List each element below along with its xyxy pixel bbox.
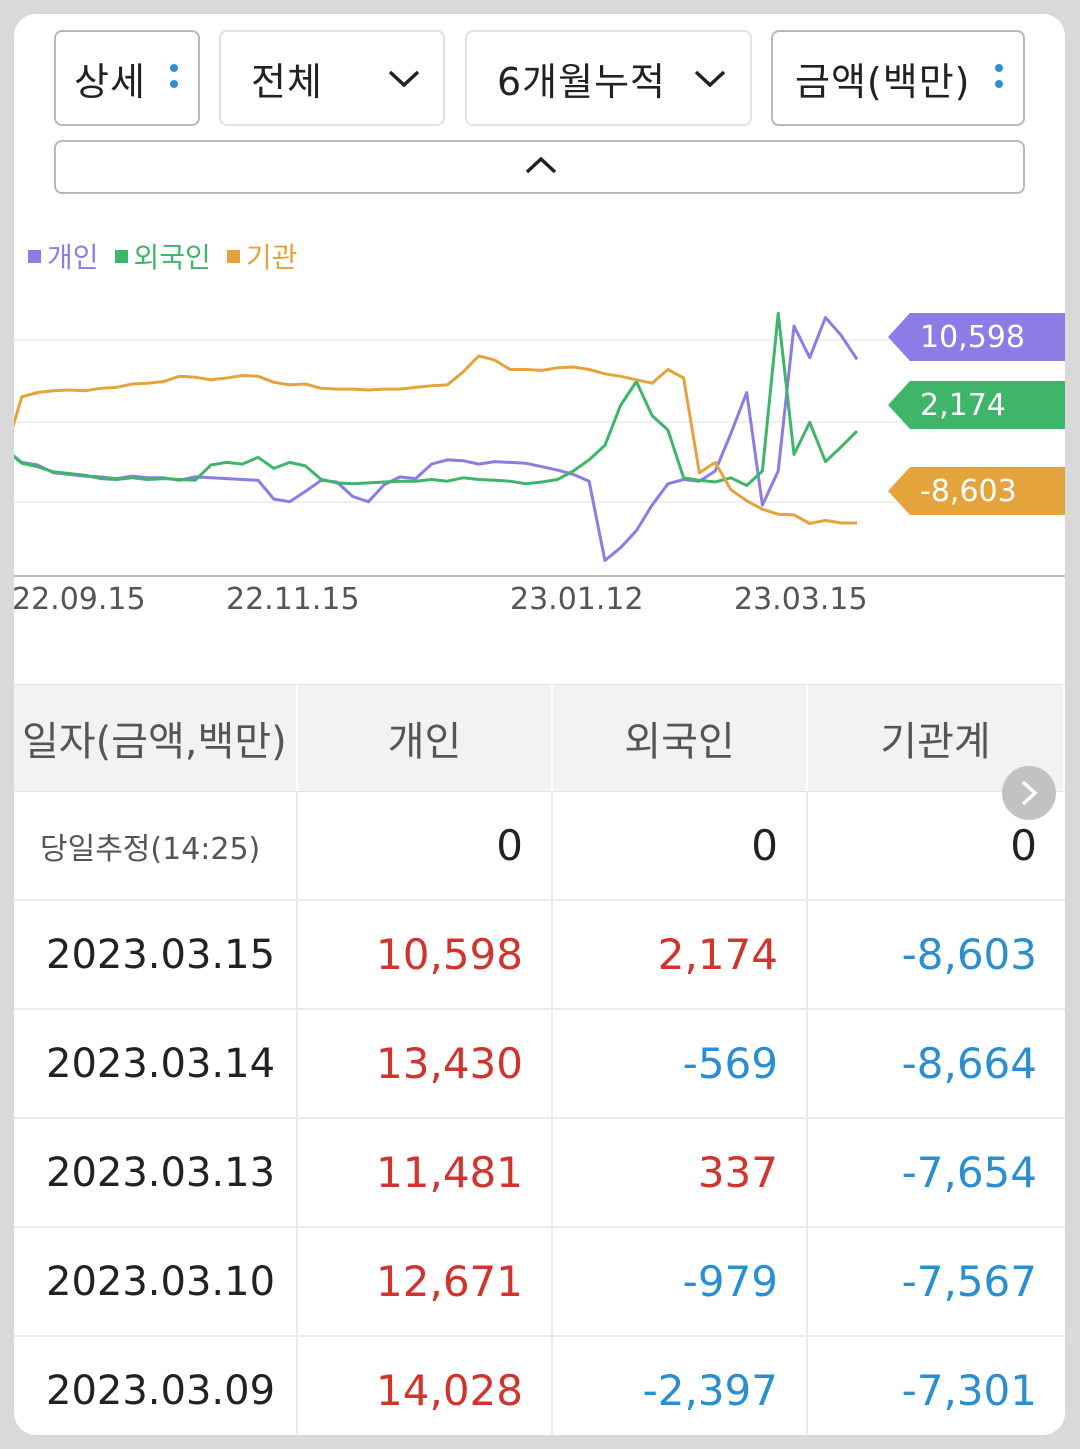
date-cell: 2023.03.13	[14, 1119, 298, 1226]
table-row[interactable]: 2023.03.15 10,598 2,174 -8,603	[14, 901, 1065, 1010]
table-row[interactable]: 2023.03.09 14,028 -2,397 -7,301	[14, 1337, 1065, 1435]
institution-cell: -7,301	[901, 1366, 1037, 1415]
individual-end-label: 10,598	[888, 313, 1065, 361]
foreign-cell: 2,174	[553, 901, 808, 1008]
collapse-filters-button[interactable]	[54, 140, 1025, 194]
more-options-icon	[170, 56, 178, 96]
institution-cell: 0	[1010, 821, 1037, 870]
investor-trading-table: 일자(금액,백만) 개인 외국인 기관계 당일추정(14:25) 0 0 0 2023.…	[14, 684, 1065, 1435]
date-cell: 당일추정(14:25)	[14, 792, 298, 899]
legend-swatch	[114, 249, 128, 263]
institution-cell: -8,664	[901, 1039, 1037, 1088]
table-row[interactable]: 2023.03.10 12,671 -979 -7,567	[14, 1228, 1065, 1337]
foreign-cell: 0	[553, 792, 808, 899]
column-header-institution: 기관계	[808, 685, 1065, 791]
table-row[interactable]: 당일추정(14:25) 0 0 0	[14, 792, 1065, 901]
table-body: 당일추정(14:25) 0 0 0 2023.03.15 10,598 2,174 -8,60…	[14, 792, 1065, 1435]
date-cell: 2023.03.10	[14, 1228, 298, 1335]
period-dropdown[interactable]: 6개월누적	[465, 30, 752, 126]
scroll-right-button[interactable]	[1002, 766, 1056, 820]
series-line-0	[14, 316, 859, 562]
table-row[interactable]: 2023.03.14 13,430 -569 -8,664	[14, 1010, 1065, 1119]
foreign-cell: -569	[553, 1010, 808, 1117]
more-options-icon	[995, 56, 1003, 96]
chart-legend: 개인 외국인 기관	[28, 236, 297, 276]
series-line-1	[14, 311, 859, 487]
investor-line-chart[interactable]: 10,598 2,174 -8,603	[14, 284, 1065, 644]
legend-swatch	[226, 249, 240, 263]
x-tick-label: 23.01.12	[510, 582, 644, 617]
foreign-end-label: 2,174	[888, 381, 1065, 429]
detail-selector-label: 상세	[74, 59, 146, 104]
column-header-foreign: 외국인	[553, 685, 808, 791]
legend-label: 기관	[245, 241, 298, 274]
foreign-cell: 337	[553, 1119, 808, 1226]
chevron-up-icon	[525, 156, 557, 174]
date-cell: 2023.03.14	[14, 1010, 298, 1117]
date-cell: 2023.03.15	[14, 901, 298, 1008]
chart-plot-area	[14, 311, 1065, 577]
column-header-date: 일자(금액,백만)	[14, 685, 298, 791]
legend-item-foreign: 외국인	[114, 236, 211, 276]
x-tick-label: 22.09.15	[14, 582, 146, 617]
chevron-down-icon	[388, 70, 420, 88]
column-header-individual: 개인	[298, 685, 553, 791]
chevron-down-icon	[694, 70, 726, 88]
table-row[interactable]: 2023.03.13 11,481 337 -7,654	[14, 1119, 1065, 1228]
legend-label: 외국인	[133, 241, 211, 274]
individual-cell: 0	[298, 792, 553, 899]
institution-cell: -8,603	[901, 930, 1037, 979]
institution-end-label: -8,603	[888, 467, 1065, 515]
individual-cell: 10,598	[298, 901, 553, 1008]
legend-item-institution: 기관	[226, 236, 298, 276]
individual-cell: 11,481	[298, 1119, 553, 1226]
unit-selector-label: 금액(백만)	[795, 59, 971, 104]
scope-dropdown-label: 전체	[251, 59, 323, 104]
foreign-cell: -2,397	[553, 1337, 808, 1435]
legend-swatch	[28, 249, 41, 263]
chevron-right-icon	[1021, 780, 1038, 806]
x-tick-label: 23.03.15	[734, 582, 868, 617]
date-cell: 2023.03.09	[14, 1337, 298, 1435]
unit-selector[interactable]: 금액(백만)	[771, 30, 1025, 126]
series-line-2	[14, 354, 857, 525]
period-dropdown-label: 6개월누적	[497, 59, 667, 104]
individual-cell: 12,671	[298, 1228, 553, 1335]
legend-item-individual: 개인	[28, 236, 99, 276]
institution-cell: -7,654	[901, 1148, 1037, 1197]
x-tick-label: 22.11.15	[226, 582, 360, 617]
individual-cell: 14,028	[298, 1337, 553, 1435]
foreign-cell: -979	[553, 1228, 808, 1335]
institution-cell: -7,567	[901, 1257, 1037, 1306]
individual-cell: 13,430	[298, 1010, 553, 1117]
detail-selector[interactable]: 상세	[54, 30, 200, 126]
table-header: 일자(금액,백만) 개인 외국인 기관계	[14, 684, 1065, 792]
legend-label: 개인	[47, 241, 99, 274]
investor-trend-card: 상세 전체 6개월누적 금액(백만) 개인 외국인 기관	[14, 14, 1065, 1435]
scope-dropdown[interactable]: 전체	[219, 30, 445, 126]
